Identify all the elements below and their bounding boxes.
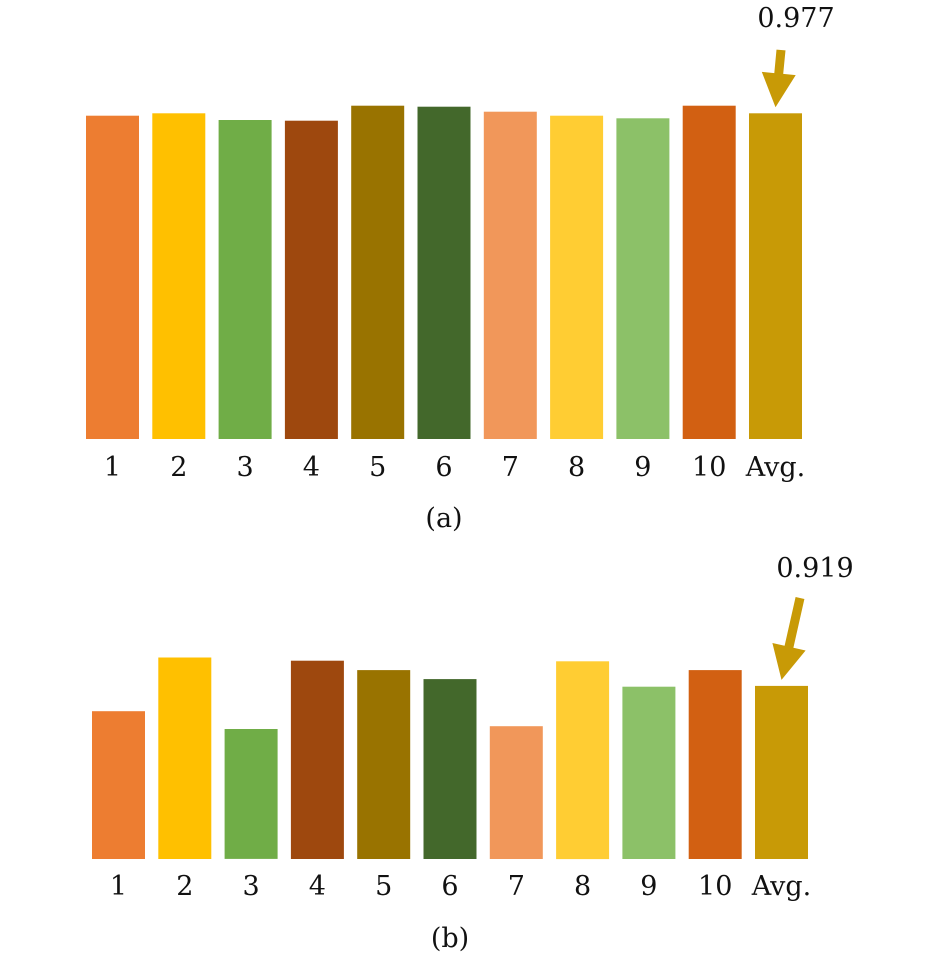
x-tick-label: 5 [369,452,386,483]
x-tick-label: 3 [243,871,260,902]
x-tick-label: 3 [237,452,254,483]
chart-panel-b: 1 2 3 4 5 6 7 8 9 10 Avg. 0.919 (b) [92,553,854,954]
bar-4 [290,660,344,859]
x-tick-label: 9 [640,871,657,902]
bar-5 [357,670,411,859]
x-tick-label: 6 [441,871,458,902]
bar-1 [92,711,145,859]
bar-2 [152,113,206,440]
bar-3 [218,120,272,439]
x-tick-label: 2 [170,452,187,483]
bar-7 [489,726,543,859]
annotation-value-label: 0.977 [757,3,834,34]
bar-4 [284,120,338,439]
annotation-arrow [761,49,796,108]
panel-caption: (b) [431,923,469,954]
panel-caption: (a) [425,503,462,534]
x-tick-label: 1 [110,871,127,902]
x-tick-label: 5 [375,871,392,902]
x-tick-label: 7 [508,871,525,902]
x-tick-label: 4 [303,452,320,483]
bar-9 [622,686,676,859]
x-tick-label: 2 [176,871,193,902]
bar-8 [550,115,604,439]
x-tick-label: 6 [435,452,452,483]
x-tick-label: 9 [634,452,651,483]
annotation-arrow [772,597,806,680]
x-tick-label: 10 [692,452,726,483]
x-tick-label: 8 [574,871,591,902]
bar-10 [688,670,742,859]
bar-3 [224,729,278,859]
bar-6 [417,106,471,439]
x-tick-label: Avg. [745,452,806,483]
bar-5 [351,105,405,439]
bar-8 [556,661,610,860]
x-tick-label: 8 [568,452,585,483]
bar-2 [158,657,212,859]
x-tick-label: 4 [309,871,326,902]
bar-10 [682,105,736,439]
bar-avg [755,685,808,859]
x-tick-label: 7 [502,452,519,483]
bar-6 [423,679,477,859]
bar-avg [749,113,802,440]
x-tick-label: Avg. [751,871,812,902]
annotation-value-label: 0.919 [776,553,853,584]
x-tick-label: 1 [104,452,121,483]
bar-7 [483,111,537,439]
chart-panel-a: 1 2 3 4 5 6 7 8 9 10 Avg. 0.977 (a) [86,3,835,534]
x-tick-label: 10 [698,871,732,902]
bar-9 [616,118,670,440]
bar-1 [86,115,139,439]
